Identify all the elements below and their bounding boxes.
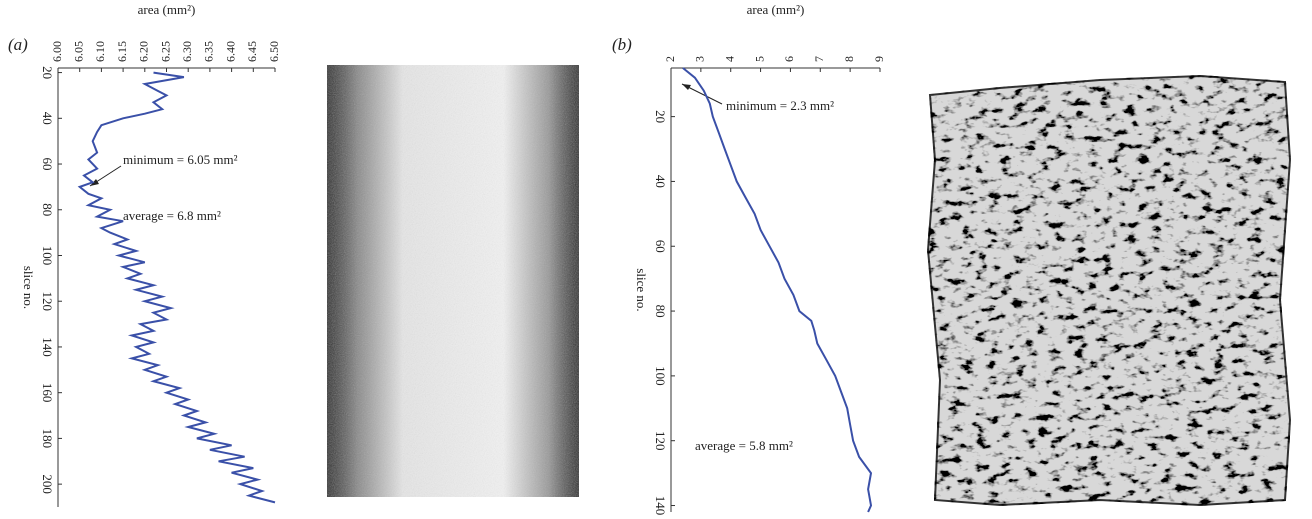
area-tick-label: 4 [722,56,736,62]
area-tick-label: 6.50 [267,41,281,62]
slice-tick-label: 100 [653,366,668,386]
area-tick-label: 6.20 [137,41,151,62]
slice-tick-label: 120 [653,431,668,451]
slice-tick-label: 140 [653,496,668,516]
slice-tick-label: 120 [40,291,55,311]
area-line [77,71,276,504]
slice-tick-label: 60 [40,158,55,171]
area-tick-label: 6.35 [202,41,216,62]
area-tick-label: 6 [782,56,796,62]
area-tick-label: 6.40 [223,41,237,62]
slice-tick-label: 60 [653,240,668,253]
area-tick-label: 2 [663,56,677,62]
area-tick-label: 6.15 [115,41,129,62]
specimen-render-b [926,74,1292,507]
annotation: minimum = 2.3 mm² [726,98,834,113]
area-tick-label: 6.00 [50,41,64,62]
slice-tick-label: 20 [653,110,668,123]
slice-tick-label: 40 [653,175,668,188]
area-tick-label: 5 [752,56,766,62]
slice-tick-label: 140 [40,337,55,357]
area-axis-label: area (mm²) [138,2,196,17]
annotation: average = 5.8 mm² [695,438,793,453]
slice-axis-label: slice no. [634,268,649,311]
annotation: average = 6.8 mm² [123,208,221,223]
slice-tick-label: 20 [40,66,55,79]
annotation: minimum = 6.05 mm² [123,152,238,167]
slice-tick-label: 100 [40,246,55,265]
slice-tick-label: 40 [40,112,55,125]
area-tick-label: 6.10 [93,41,107,62]
slice-tick-label: 160 [40,383,55,403]
area-axis-label: area (mm²) [747,2,805,17]
panel-label: (a) [8,35,28,54]
area-tick-label: 6.05 [71,41,85,62]
area-tick-label: 9 [872,56,886,62]
slice-tick-label: 180 [40,429,55,449]
area-tick-label: 7 [812,56,826,62]
slice-tick-label: 80 [40,203,55,216]
arrow-head [682,84,691,90]
area-tick-label: 6.30 [180,41,194,62]
specimen-render-a [327,65,579,497]
slice-tick-label: 80 [653,305,668,318]
area-tick-label: 8 [842,56,856,62]
slice-axis-label: slice no. [21,266,36,309]
area-tick-label: 6.45 [245,41,259,62]
area-line [682,67,873,513]
slice-tick-label: 200 [40,474,55,494]
panel-label: (b) [612,35,632,54]
area-tick-label: 3 [693,56,707,62]
area-tick-label: 6.25 [158,41,172,62]
